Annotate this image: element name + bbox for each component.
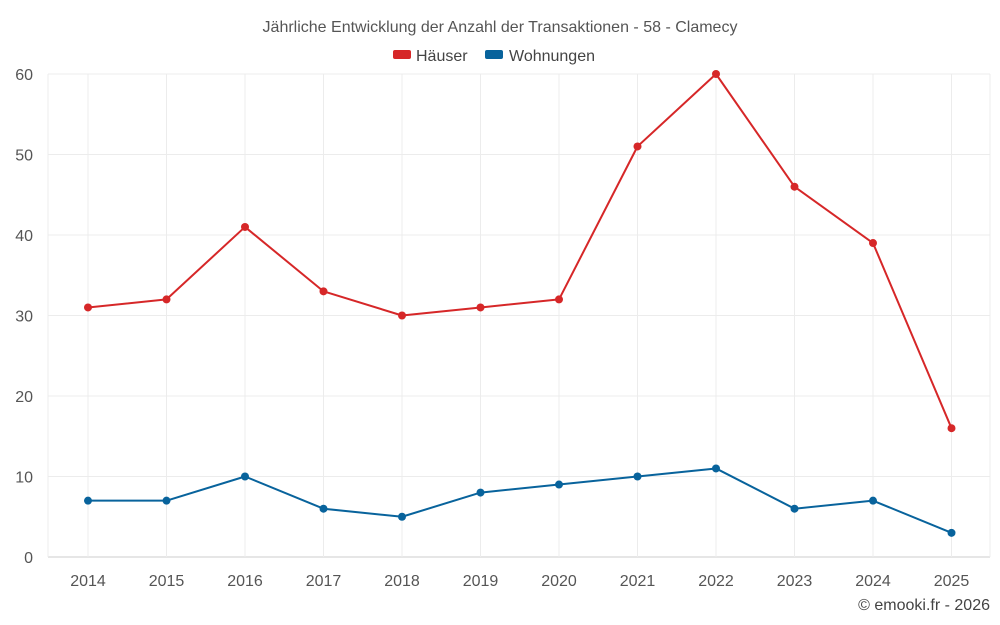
data-point-wohnungen[interactable] xyxy=(476,488,485,497)
legend-label: Häuser xyxy=(416,48,468,65)
x-tick-label: 2019 xyxy=(463,573,499,590)
data-point-haeuser[interactable] xyxy=(84,303,92,312)
x-tick-label: 2017 xyxy=(306,573,342,590)
data-point-wohnungen[interactable] xyxy=(633,472,642,481)
data-point-wohnungen[interactable] xyxy=(319,504,328,513)
legend-swatch xyxy=(485,50,503,59)
data-point-wohnungen[interactable] xyxy=(947,528,956,537)
legend[interactable]: Häuser Wohnungen xyxy=(393,48,595,65)
data-point-haeuser[interactable] xyxy=(398,311,406,320)
legend-item-haeuser[interactable]: Häuser xyxy=(393,48,468,65)
data-point-haeuser[interactable] xyxy=(869,239,877,248)
chart-title: Jährliche Entwicklung der Anzahl der Tra… xyxy=(263,19,738,36)
data-point-haeuser[interactable] xyxy=(241,222,249,231)
data-point-wohnungen[interactable] xyxy=(555,480,563,489)
x-tick-label: 2015 xyxy=(149,573,185,590)
credit-text: © emooki.fr - 2026 xyxy=(858,597,990,614)
data-point-wohnungen[interactable] xyxy=(398,512,406,521)
x-tick-label: 2018 xyxy=(384,573,420,590)
y-tick-label: 0 xyxy=(24,550,33,567)
y-axis: 0 10 20 30 40 50 60 xyxy=(15,67,33,567)
data-point-haeuser[interactable] xyxy=(162,295,171,304)
data-point-wohnungen[interactable] xyxy=(869,496,877,505)
x-tick-label: 2020 xyxy=(541,573,577,590)
series-line-haeuser xyxy=(87,73,953,429)
x-tick-label: 2014 xyxy=(70,573,106,590)
x-tick-label: 2023 xyxy=(777,573,813,590)
data-point-wohnungen[interactable] xyxy=(790,504,799,513)
legend-item-wohnungen[interactable]: Wohnungen xyxy=(485,48,595,65)
data-point-haeuser[interactable] xyxy=(476,303,485,312)
data-point-haeuser[interactable] xyxy=(555,295,563,304)
data-point-wohnungen[interactable] xyxy=(162,496,171,505)
data-point-haeuser[interactable] xyxy=(633,142,642,151)
y-tick-label: 40 xyxy=(15,228,33,245)
data-point-haeuser[interactable] xyxy=(319,287,328,296)
legend-label: Wohnungen xyxy=(509,48,595,65)
legend-swatch xyxy=(393,50,411,59)
y-tick-label: 50 xyxy=(15,148,33,165)
y-tick-label: 10 xyxy=(15,470,33,487)
data-point-wohnungen[interactable] xyxy=(712,464,720,473)
x-axis: 2014 2015 2016 2017 2018 2019 2020 2021 2022 2023… xyxy=(70,573,969,590)
series-layer xyxy=(84,70,956,537)
x-tick-label: 2022 xyxy=(698,573,734,590)
y-tick-label: 30 xyxy=(15,309,33,326)
x-tick-label: 2016 xyxy=(227,573,263,590)
data-point-wohnungen[interactable] xyxy=(241,472,249,481)
data-point-haeuser[interactable] xyxy=(790,182,799,191)
x-tick-label: 2021 xyxy=(620,573,656,590)
grid xyxy=(47,73,991,558)
series-line-wohnungen xyxy=(88,467,952,534)
data-point-wohnungen[interactable] xyxy=(84,496,92,505)
x-tick-label: 2024 xyxy=(855,573,891,590)
y-tick-label: 60 xyxy=(15,67,33,84)
data-point-haeuser[interactable] xyxy=(947,424,956,433)
data-point-haeuser[interactable] xyxy=(712,70,720,78)
x-tick-label: 2025 xyxy=(934,573,970,590)
y-tick-label: 20 xyxy=(15,389,33,406)
